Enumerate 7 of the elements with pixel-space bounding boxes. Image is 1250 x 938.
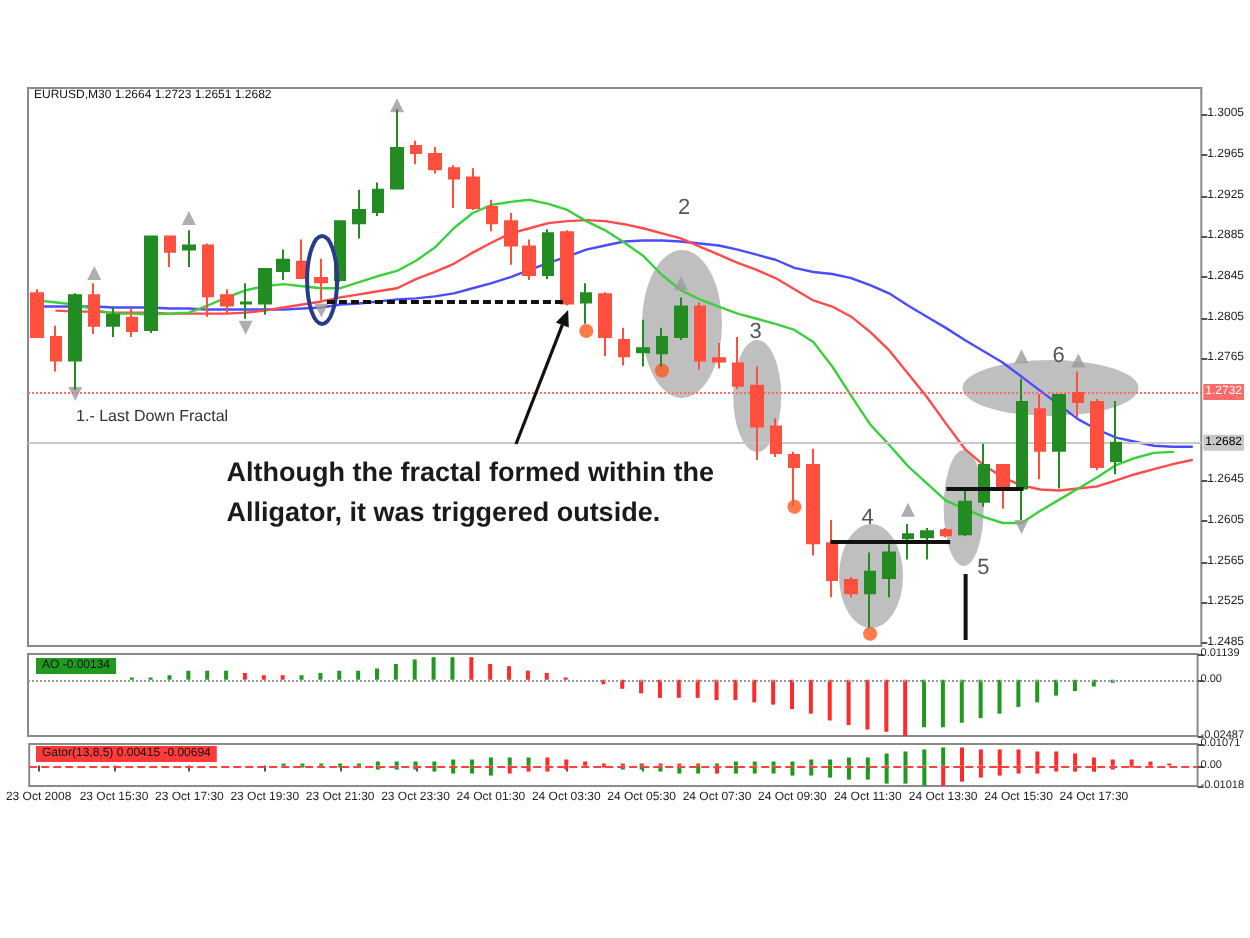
- annotation: 5: [977, 556, 990, 580]
- annotation: 4: [861, 506, 874, 530]
- annotation: 1.- Last Down Fractal: [76, 407, 229, 425]
- annotation: 3: [749, 320, 762, 344]
- annotation: 6: [1052, 344, 1065, 368]
- annotation: Although the fractal formed within the Alligator, it was triggered outside.: [226, 457, 722, 527]
- annotation: 2: [678, 196, 691, 220]
